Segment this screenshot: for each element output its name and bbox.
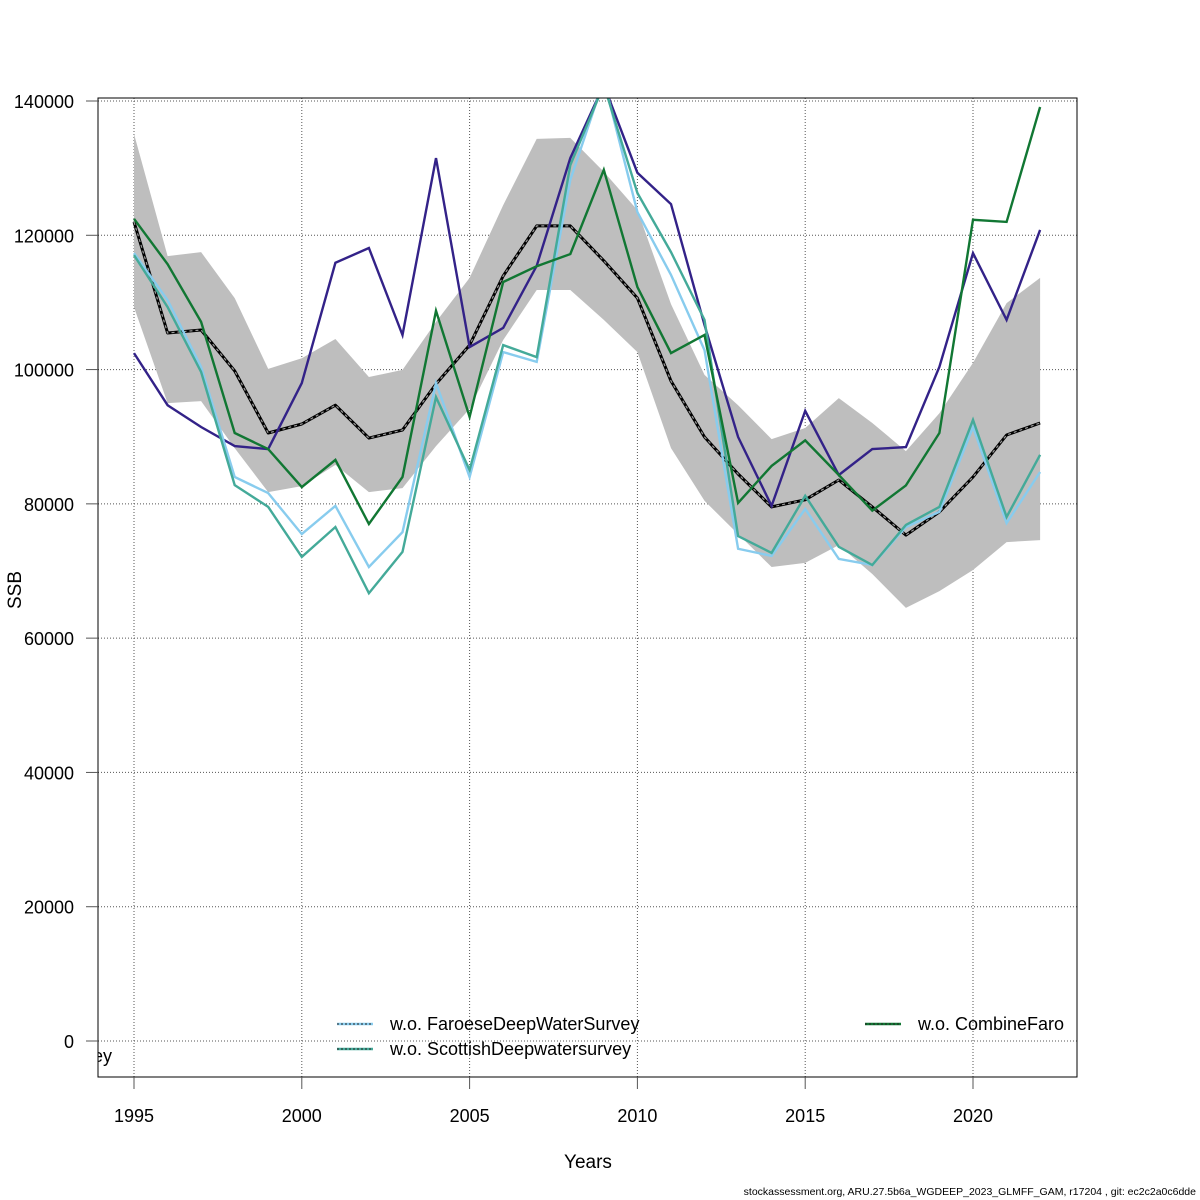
- y-tick-label: 60000: [24, 629, 74, 649]
- legend-label: w.o. CombineFaro: [917, 1014, 1064, 1034]
- y-axis-title: SSB: [5, 571, 26, 609]
- x-tick-label: 2005: [450, 1106, 490, 1126]
- x-tick-label: 2010: [617, 1106, 657, 1126]
- legend-label: w.o. FaroeseDeepWaterSurvey: [389, 1014, 639, 1034]
- y-axis: 0 20000 40000 60000 80000 100000 120000 140000: [14, 92, 98, 1052]
- confidence-band: [134, 133, 1041, 608]
- plot-frame: [97, 97, 1078, 1078]
- x-tick-label: 2020: [953, 1106, 993, 1126]
- series-line-0-dash: [133, 221, 1041, 536]
- x-axis: 1995 2000 2005 2010 2015 2020: [114, 1077, 993, 1126]
- y-tick-label: 40000: [24, 763, 74, 783]
- series-line-3: [132, 98, 1042, 596]
- series-line-4: [133, 106, 1042, 527]
- y-tick-label: 120000: [14, 226, 74, 246]
- x-tick-label: 1995: [114, 1106, 154, 1126]
- y-tick-label: 20000: [24, 898, 74, 918]
- legend: ey w.o. FaroeseDeepWaterSurvey w.o. Scotti…: [93, 1014, 1064, 1066]
- confidence-band-layer: [134, 133, 1041, 608]
- legend-label-clipped: ey: [93, 1046, 112, 1066]
- x-tick-label: 2015: [785, 1106, 825, 1126]
- y-tick-label: 100000: [14, 361, 74, 381]
- x-axis-title: Years: [564, 1152, 612, 1173]
- y-tick-label: 0: [64, 1032, 74, 1052]
- legend-label: w.o. ScottishDeepwatersurvey: [389, 1039, 631, 1059]
- series-line-1: [132, 98, 1042, 510]
- y-tick-label: 80000: [24, 495, 74, 515]
- x-tick-label: 2000: [282, 1106, 322, 1126]
- footer-credit: stockassessment.org, ARU.27.5b6a_WGDEEP_…: [744, 1186, 1196, 1198]
- y-tick-label: 140000: [14, 92, 74, 112]
- series-layer: [132, 98, 1042, 596]
